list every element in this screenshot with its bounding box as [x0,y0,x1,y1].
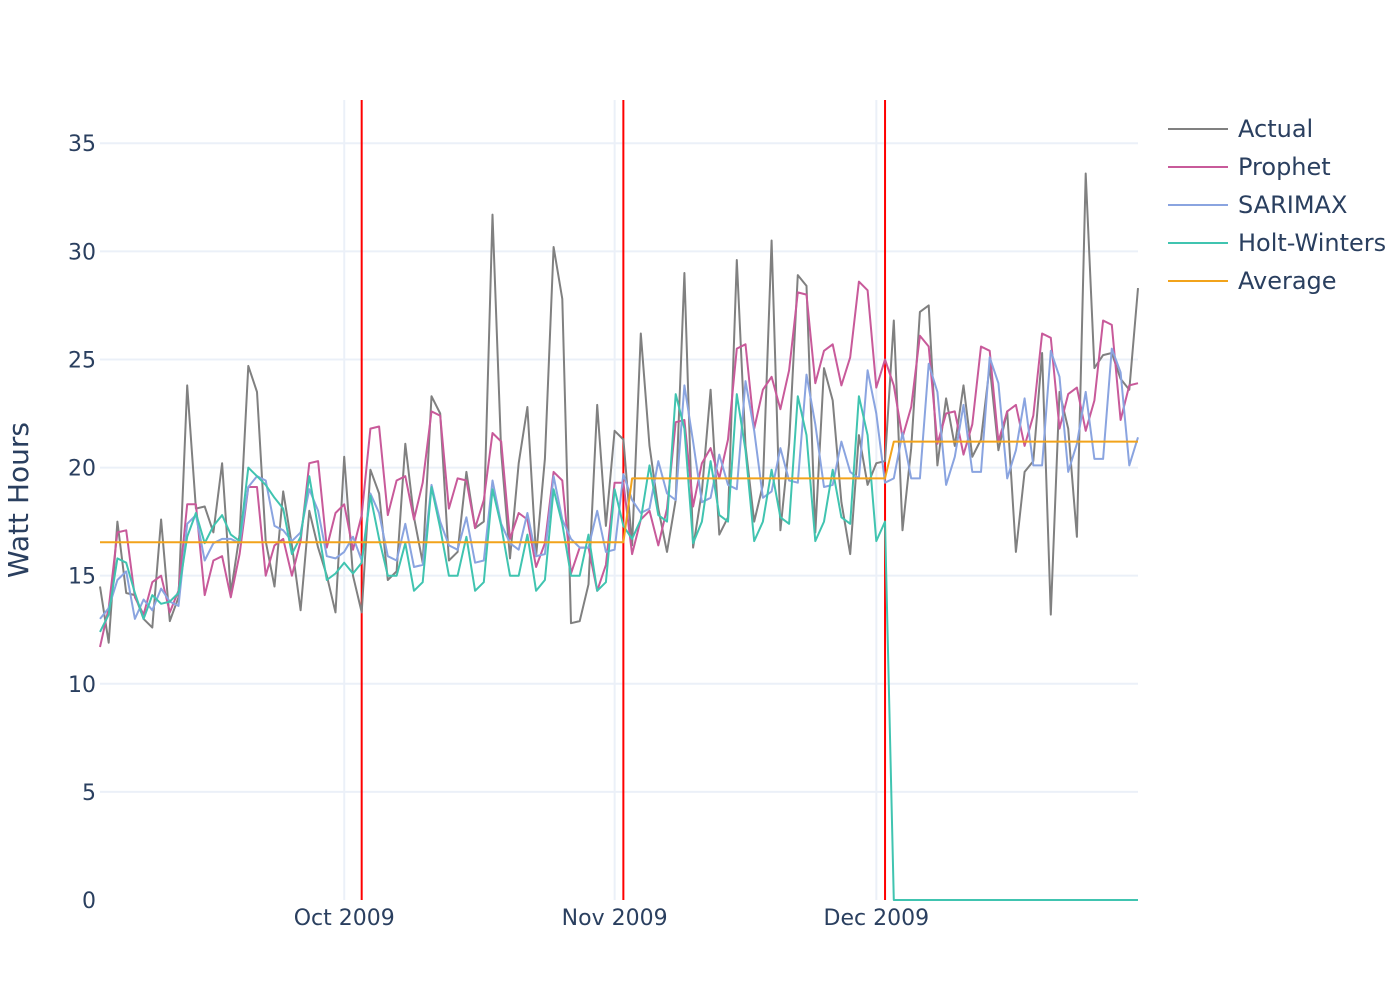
y-tick-label: 25 [68,348,96,373]
series-line-holt-winters [99,393,1138,901]
legend-label: SARIMAX [1238,191,1347,219]
series-line-actual [99,172,1139,644]
legend-item-prophet[interactable]: Prophet [1168,153,1331,181]
x-tick-label: Oct 2009 [294,906,395,931]
y-tick-label: 35 [68,132,96,157]
y-tick-label: 15 [68,565,96,590]
legend-item-holt-winters[interactable]: Holt-Winters [1168,229,1386,257]
y-tick-label: 0 [82,889,96,914]
legend-item-sarimax[interactable]: SARIMAX [1168,191,1347,219]
legend-label: Actual [1238,115,1313,143]
y-axis-title: Watt Hours [2,422,35,578]
legend-label: Average [1238,267,1337,295]
x-tick-label: Dec 2009 [824,906,930,931]
series-line-sarimax [99,347,1139,620]
y-tick-label: 10 [68,673,96,698]
y-tick-label: 5 [82,781,96,806]
y-tick-label: 20 [68,457,96,482]
axes: 0 5 10 15 20 25 30 35 Oct 2009 Nov 2009 Dec 2009 [68,132,929,931]
legend-item-average[interactable]: Average [1168,267,1337,295]
series-line-prophet [99,280,1139,648]
legend-item-actual[interactable]: Actual [1168,115,1313,143]
legend-label: Prophet [1238,153,1331,181]
y-tick-label: 30 [68,240,96,265]
series-line-average [100,440,1138,544]
legend-label: Holt-Winters [1238,229,1386,257]
legend[interactable]: Actual Prophet SARIMAX Holt-Winters Average [1168,115,1386,295]
vertical-markers [360,100,887,900]
series-lines [99,172,1139,901]
x-tick-label: Nov 2009 [562,906,668,931]
